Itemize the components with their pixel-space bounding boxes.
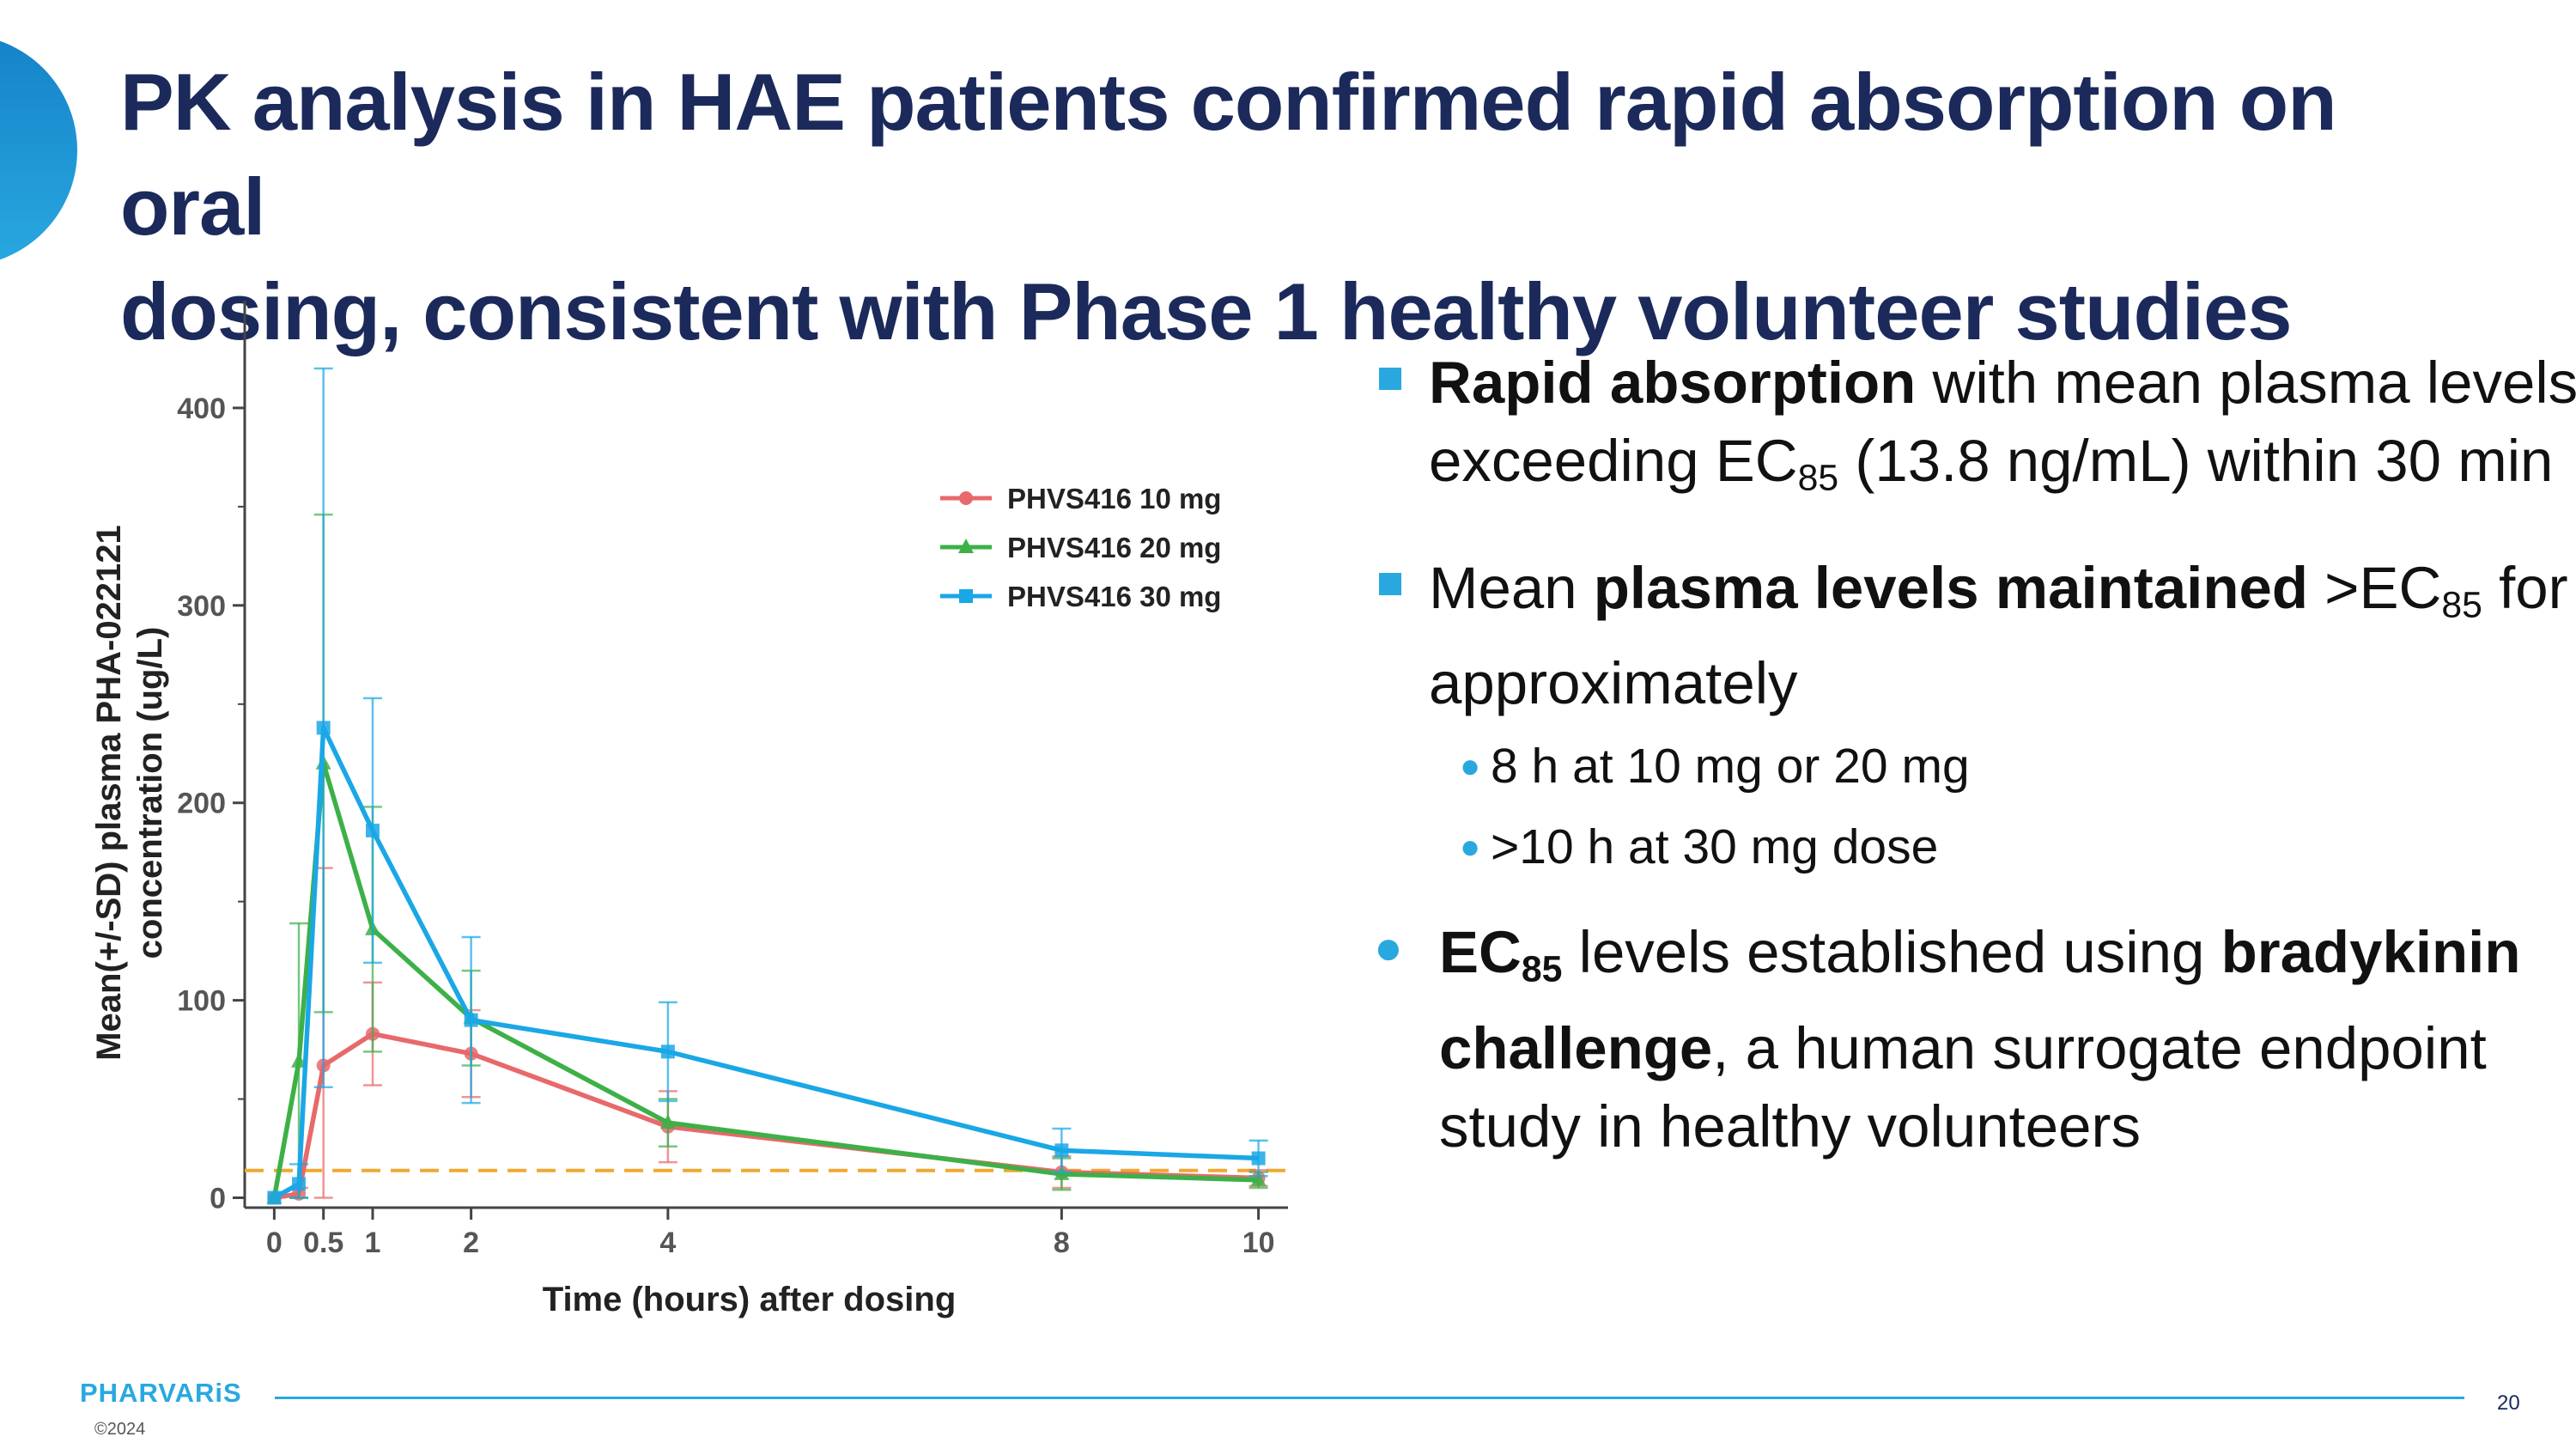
x-tick-label: 10	[1242, 1227, 1275, 1259]
bullet-text: (13.8 ng/mL) within 30 min	[1838, 428, 2554, 494]
data-point	[464, 1013, 478, 1027]
series-line	[273, 725, 1259, 1200]
data-point	[1250, 1171, 1267, 1186]
data-point	[1054, 1143, 1069, 1158]
bullet-text: >EC	[2308, 554, 2442, 621]
data-point	[316, 721, 331, 735]
bullet-plasma-levels: Mean plasma levels maintained >EC85 for …	[1374, 549, 2568, 723]
bullet-bold-text: EC	[1439, 919, 1522, 986]
square-bullet-icon	[1379, 572, 1401, 595]
x-tick-label: 4	[659, 1227, 676, 1259]
bullet-text: approximately	[1429, 650, 1798, 717]
corner-decoration	[0, 34, 77, 266]
bullet-list: Rapid absorption with mean plasma levels…	[1374, 344, 2576, 1196]
legend-label: PHVS416 20 mg	[1007, 532, 1221, 563]
y-tick-label: 0	[210, 1183, 226, 1215]
series-line	[271, 760, 1259, 1198]
x-tick-label: 8	[1054, 1227, 1070, 1259]
x-tick-label: 2	[463, 1227, 479, 1259]
sub-bullet-8h: ● 8 h at 10 mg or 20 mg	[1374, 726, 2559, 807]
copyright-text: ©2024	[94, 1420, 146, 1439]
bullet-text: study in healthy volunteers	[1439, 1093, 2141, 1160]
bullet-bold-text: Rapid absorption	[1429, 350, 1917, 416]
slide-title-line2: dosing, consistent with Phase 1 healthy …	[120, 266, 2293, 356]
sub-bullet-text: 8 h at 10 mg or 20 mg	[1491, 739, 1970, 795]
data-point	[1251, 1151, 1266, 1166]
company-logo: PHARVARiS	[80, 1378, 242, 1408]
y-axis-label-line2: concentration (ug/L)	[131, 627, 169, 959]
bullet-ec85: ● EC85 levels established using bradykin…	[1374, 913, 2559, 1166]
y-tick-label: 300	[177, 590, 226, 623]
data-point	[659, 1114, 676, 1129]
bullet-text: , a human surrogate endpoint	[1712, 1015, 2487, 1082]
bullet-text: with mean plasma levels	[1916, 350, 2576, 416]
subscript: 85	[1521, 949, 1563, 991]
bullet-bold-text: challenge	[1439, 1015, 1713, 1082]
legend-marker	[959, 491, 973, 505]
x-tick-label: 0	[266, 1227, 283, 1259]
dot-bullet-icon: ●	[1460, 747, 1481, 786]
series-2	[266, 513, 1268, 1204]
legend-marker	[959, 589, 973, 603]
y-tick-label: 100	[177, 985, 226, 1018]
legend-label: PHVS416 30 mg	[1007, 581, 1221, 612]
pk-chart: 0 100 200 300 400 0 0.5 1 2 4 8 10 Time (hours) afte…	[90, 301, 1288, 1318]
x-axis-label: Time (hours) after dosing	[543, 1281, 957, 1318]
slide-title-line1: PK analysis in HAE patients confirmed ra…	[120, 57, 2337, 252]
sub-bullet-10h: ● >10 h at 30 mg dose	[1374, 807, 2559, 887]
slide-title: PK analysis in HAE patients confirmed ra…	[120, 50, 2439, 364]
y-axis-label-line1: Mean(+/-SD) plasma PHA-022121	[90, 525, 128, 1061]
data-point	[292, 1177, 307, 1191]
y-tick-label: 400	[177, 393, 226, 425]
legend-label: PHVS416 10 mg	[1007, 483, 1221, 514]
bullet-bold-text: bradykinin	[2221, 919, 2521, 986]
bullet-bold-text: plasma levels maintained	[1593, 554, 2308, 621]
data-point	[660, 1044, 675, 1059]
sub-bullet-text: >10 h at 30 mg dose	[1491, 819, 1939, 875]
data-point	[291, 1052, 307, 1068]
x-tick-label: 1	[365, 1227, 381, 1259]
legend-marker	[958, 539, 974, 553]
bullet-text: for	[2482, 554, 2568, 621]
y-tick-label: 200	[177, 788, 226, 820]
data-point	[267, 1190, 282, 1205]
bullet-text: exceeding EC	[1429, 428, 1798, 494]
dot-bullet-icon: ●	[1374, 920, 1403, 975]
bullet-rapid-absorption: Rapid absorption with mean plasma levels…	[1374, 344, 2576, 518]
square-bullet-icon	[1379, 368, 1401, 390]
subscript: 85	[2441, 584, 2482, 626]
bullet-text: Mean	[1429, 554, 1594, 621]
data-point	[366, 823, 380, 837]
page-number: 20	[2497, 1391, 2520, 1415]
bullet-text: levels established using	[1562, 919, 2221, 986]
footer-divider	[275, 1397, 2464, 1399]
x-tick-label: 0.5	[303, 1227, 343, 1259]
dot-bullet-icon: ●	[1460, 828, 1481, 867]
series-line	[273, 1031, 1259, 1201]
subscript: 85	[1797, 457, 1839, 499]
series-3	[267, 367, 1268, 1205]
